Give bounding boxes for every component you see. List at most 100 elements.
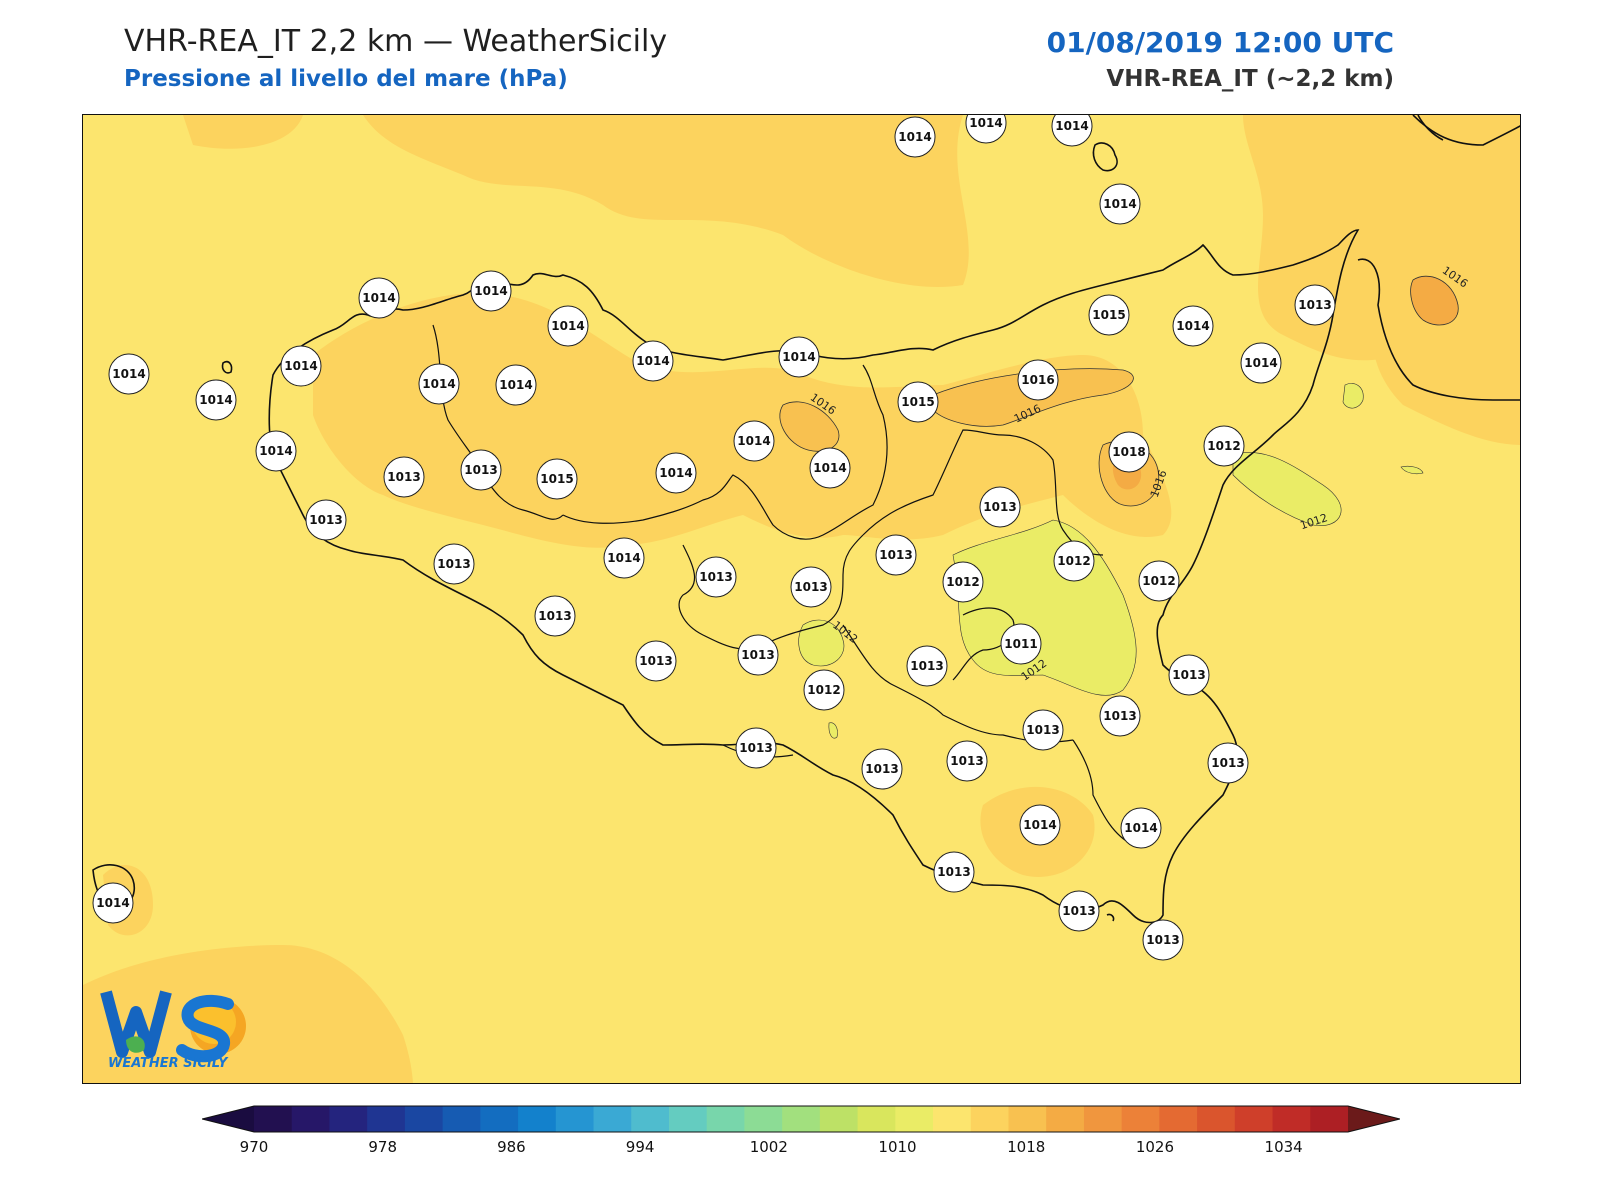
station-value: 1014 [1023,818,1056,832]
station-circle [1120,807,1162,849]
station-value: 1014 [659,466,692,480]
station-value: 1013 [1211,756,1244,770]
station-circle [942,561,984,603]
station-marker: 1014 [255,430,297,472]
station-circle [875,534,917,576]
colorbar-swatch [857,1106,896,1132]
station-circle [470,270,512,312]
station-value: 1013 [1103,709,1136,723]
station-marker: 1015 [897,381,939,423]
pressure-map: 1016 1016 1016 1016 1012 1012 1012 1014 1014 101… [82,114,1521,1084]
station-marker: 1014 [108,353,150,395]
station-circle [547,305,589,347]
station-circle [1203,425,1245,467]
station-circle [1099,183,1141,225]
station-marker: 1015 [1088,294,1130,336]
station-marker: 1013 [875,534,917,576]
station-marker: 1014 [358,277,400,319]
station-value: 1013 [437,557,470,571]
station-marker: 1013 [695,556,737,598]
station-circle [809,447,851,489]
station-marker: 1014 [495,364,537,406]
station-value: 1013 [741,648,774,662]
colorbar-tick-label: 1010 [878,1138,917,1156]
station-marker: 1013 [534,595,576,637]
station-circle [897,381,939,423]
station-circle [1099,695,1141,737]
station-marker: 1013 [1294,284,1336,326]
station-marker: 1014 [547,305,589,347]
station-circle [1053,540,1095,582]
station-value: 1012 [1057,554,1090,568]
station-circle [1088,294,1130,336]
station-marker: 1013 [946,740,988,782]
station-circle [1168,654,1210,696]
station-circle [737,634,779,676]
colorbar-swatch [1083,1106,1123,1132]
station-marker: 1013 [635,640,677,682]
colorbar-swatch [518,1106,557,1132]
colorbar-swatch [933,1106,972,1132]
station-circle [603,537,645,579]
station-marker: 1014 [1120,807,1162,849]
station-circle [1051,115,1093,147]
colorbar-swatch [1272,1106,1311,1132]
station-value: 1013 [309,513,342,527]
station-circle [433,543,475,585]
colorbar-swatch [744,1106,783,1132]
station-circle [1207,742,1249,784]
map-subtitle: Pressione al livello del mare (hPa) [124,66,568,92]
station-circle [803,669,845,711]
station-circle [1138,560,1180,602]
station-marker: 1013 [979,486,1021,528]
map-title: VHR-REA_IT 2,2 km — WeatherSicily [124,24,668,59]
station-value: 1014 [422,377,455,391]
colorbar-swatch [1197,1106,1236,1132]
station-value: 1013 [699,570,732,584]
station-value: 1015 [540,472,573,486]
station-value: 1014 [1103,197,1136,211]
station-circle [695,556,737,598]
station-circle [305,499,347,541]
station-value: 1015 [901,395,934,409]
station-marker: 1018 [1108,431,1150,473]
station-value: 1013 [865,762,898,776]
station-circle [1240,342,1282,384]
station-value: 1013 [1062,904,1095,918]
colorbar-swatch [442,1106,481,1132]
station-circle [495,364,537,406]
station-circle [946,740,988,782]
station-marker: 1014 [195,379,237,421]
station-value: 1013 [879,548,912,562]
colorbar-swatch [367,1106,406,1132]
station-circle [655,452,697,494]
station-value: 1014 [284,359,317,373]
colorbar-swatch [593,1106,632,1132]
logo-wordmark: WEATHER SICILY [108,1056,228,1071]
station-value: 1014 [551,319,584,333]
station-circle [383,456,425,498]
station-value: 1014 [737,434,770,448]
station-marker: 1014 [92,882,134,924]
colorbar-swatch [480,1106,519,1132]
station-circle [1294,284,1336,326]
station-marker: 1012 [1203,425,1245,467]
station-value: 1013 [639,654,672,668]
colorbar-swatch [631,1106,670,1132]
station-marker: 1012 [1053,540,1095,582]
station-circle [1172,305,1214,347]
station-circle [635,640,677,682]
station-marker: 1013 [790,566,832,608]
station-value: 1014 [607,551,640,565]
station-marker: 1013 [305,499,347,541]
colorbar-swatch [1159,1106,1198,1132]
station-value: 1012 [1207,439,1240,453]
station-value: 1014 [969,116,1002,130]
station-value: 1014 [898,130,931,144]
station-circle [906,645,948,687]
colorbar-tick-label: 1018 [1007,1138,1046,1156]
colorbar-swatch [706,1106,745,1132]
station-value: 1013 [464,463,497,477]
station-marker: 1014 [603,537,645,579]
colorbar-tick-label: 970 [239,1138,269,1156]
